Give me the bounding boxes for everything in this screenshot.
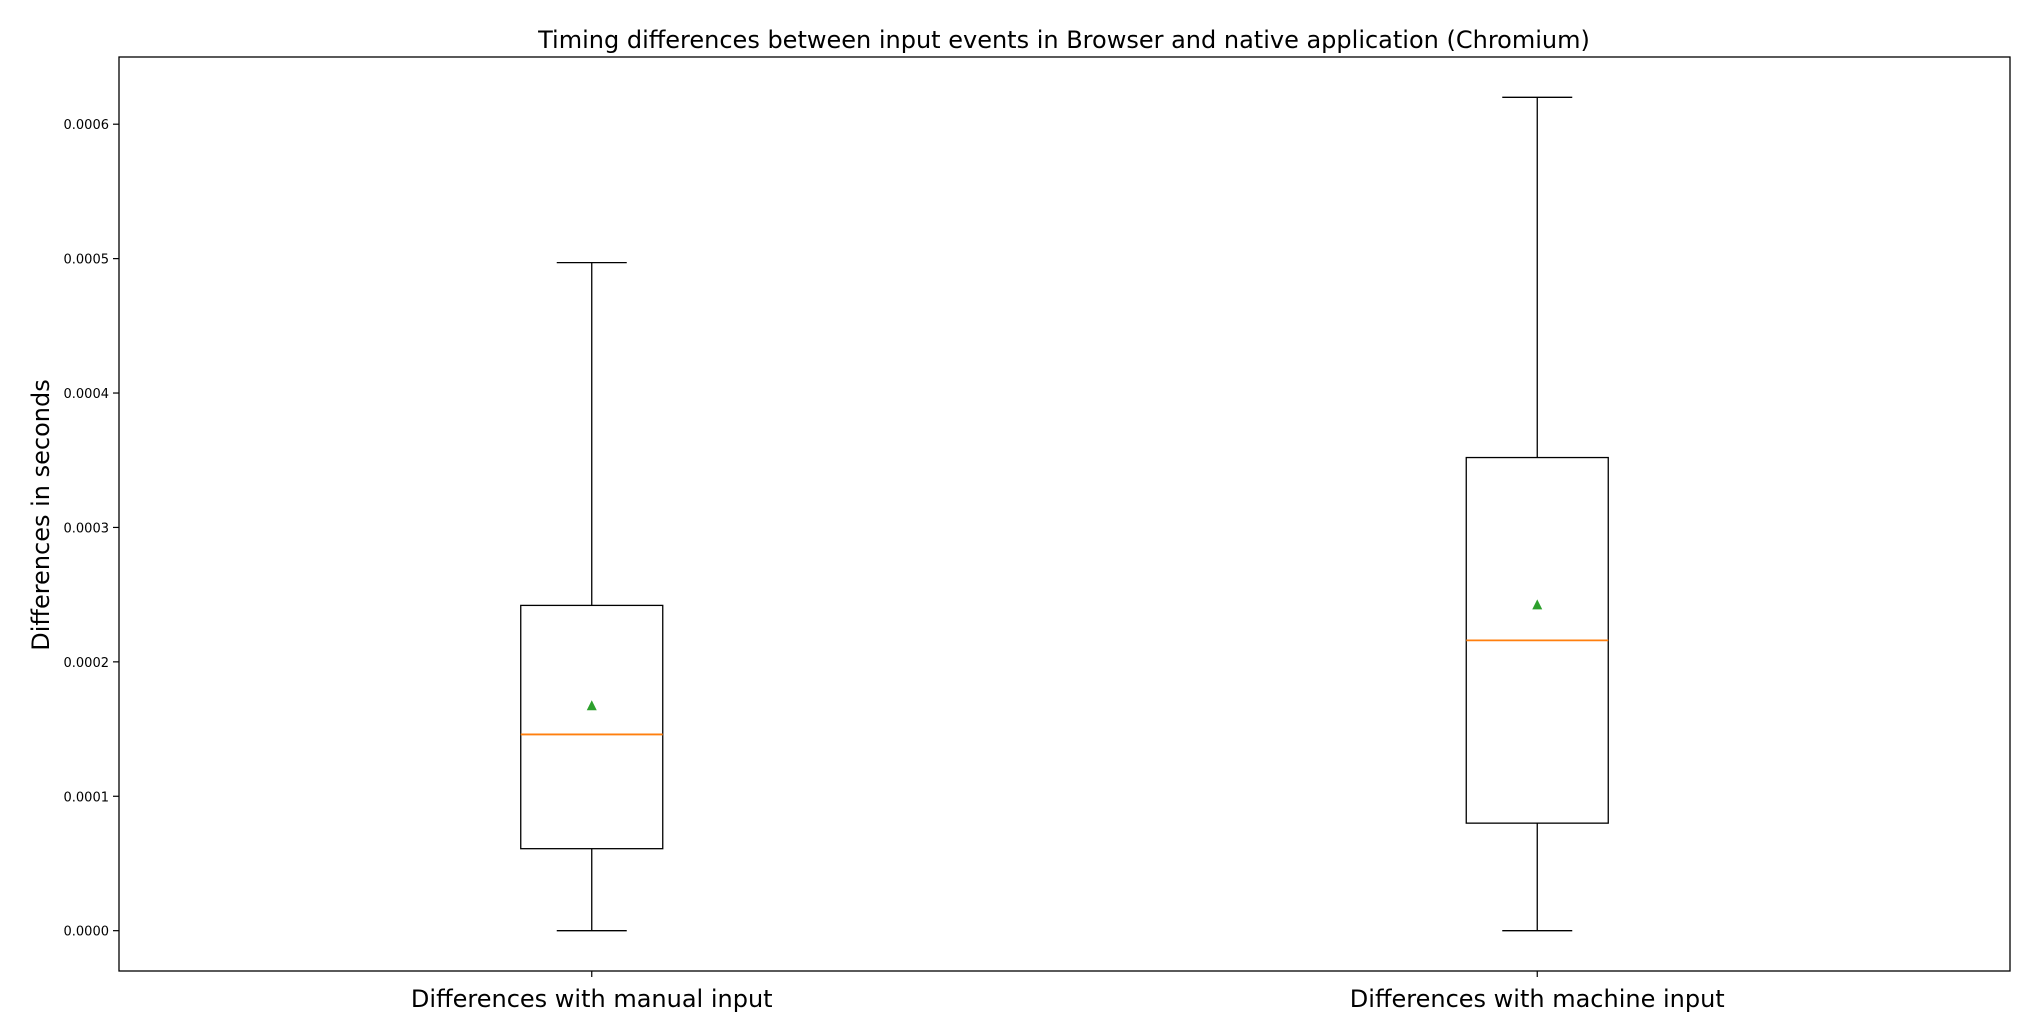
x-tick-label: Differences with manual input — [411, 985, 773, 1013]
boxes-layer — [520, 96, 1609, 932]
chart-title: Timing differences between input events … — [537, 26, 1590, 54]
y-tick-label: 0.0002 — [64, 656, 110, 671]
mean-marker — [1532, 599, 1543, 610]
x-tick-label: Differences with machine input — [1350, 985, 1725, 1013]
y-axis-label: Differences in seconds — [27, 379, 55, 650]
box-group — [520, 261, 664, 932]
y-tick-label: 0.0006 — [64, 118, 110, 133]
y-tick-label: 0.0003 — [64, 521, 110, 536]
x-axis: Differences with manual input Differences… — [411, 971, 1725, 1013]
iqr-box — [520, 604, 664, 850]
y-tick-label: 0.0005 — [64, 253, 110, 268]
y-tick-label: 0.0000 — [64, 925, 110, 940]
y-axis: 0.0000 0.0001 0.0002 0.0003 0.0004 0.0005 0.00… — [64, 118, 119, 940]
box-group — [1465, 96, 1609, 932]
mean-marker — [586, 700, 597, 711]
y-tick-label: 0.0001 — [64, 790, 110, 805]
plot-area — [118, 56, 2011, 972]
y-tick-label: 0.0004 — [64, 387, 110, 402]
